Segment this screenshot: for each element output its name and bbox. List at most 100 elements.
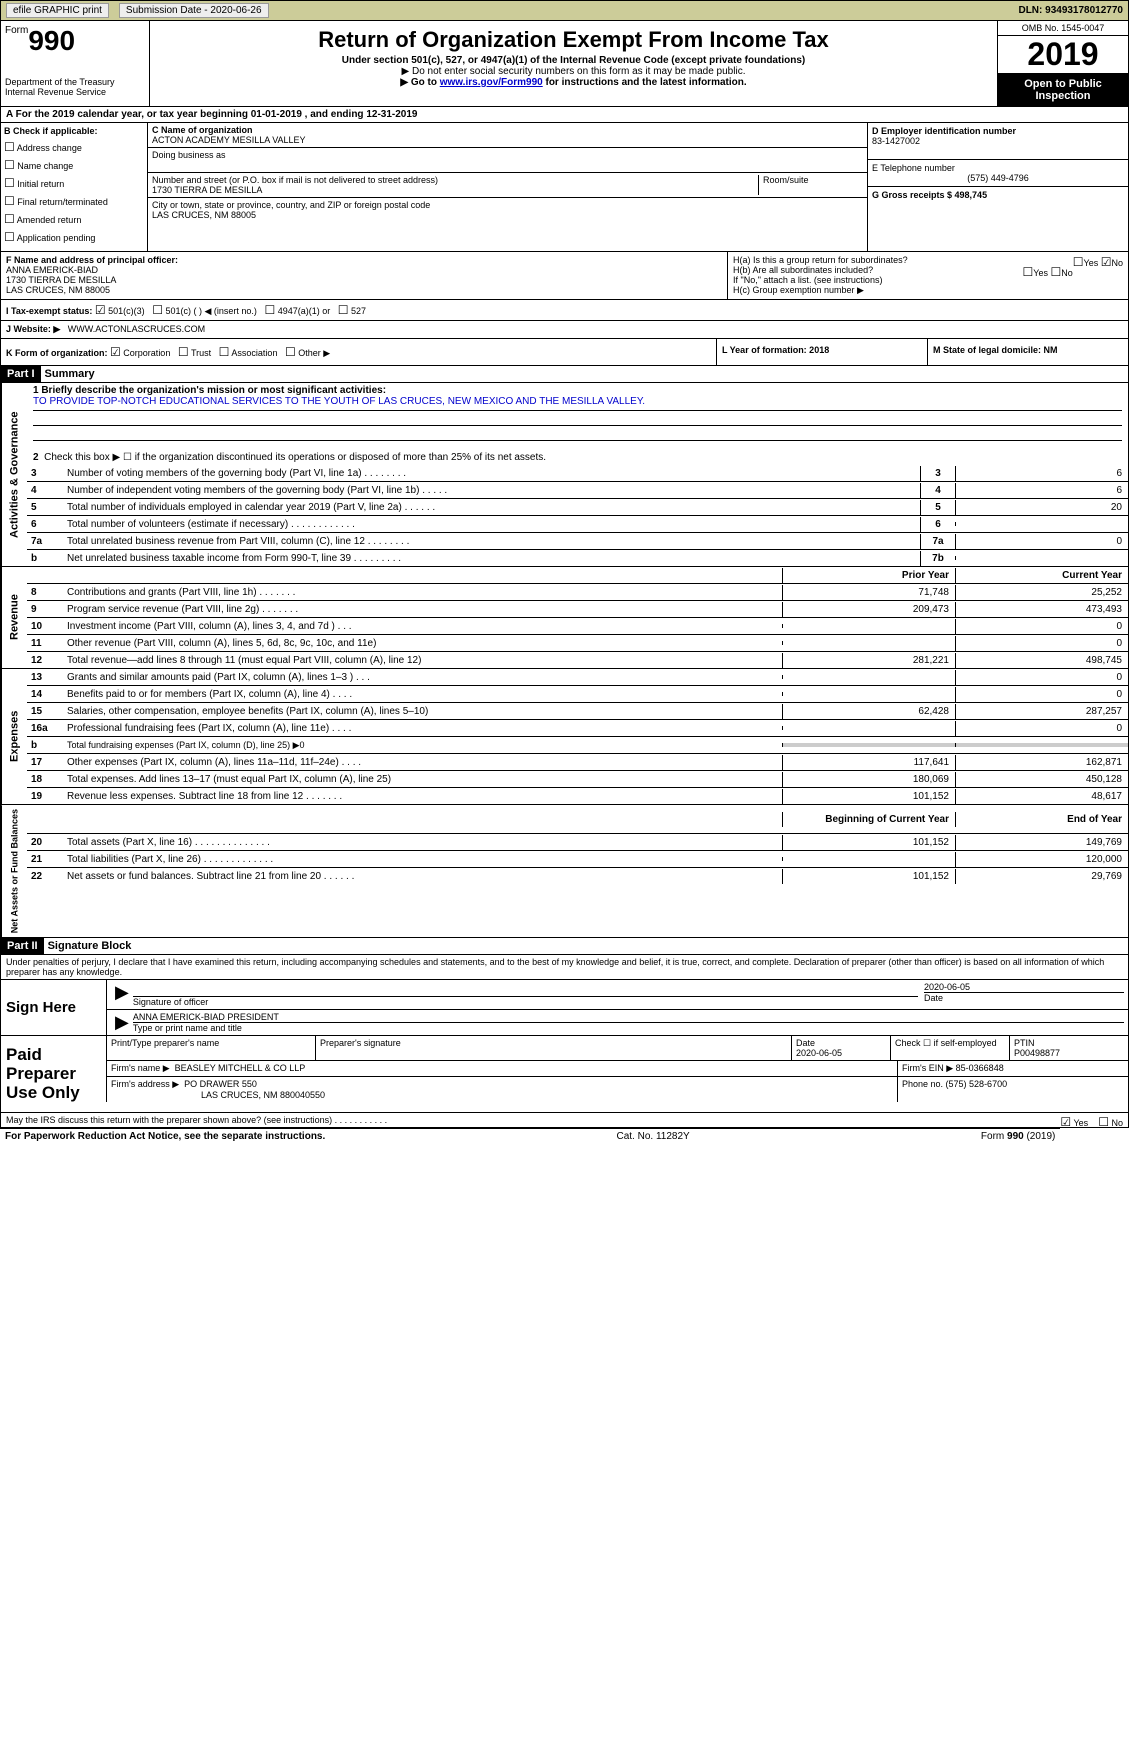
ein-cell: D Employer identification number 83-1427… [868,123,1128,160]
part2-header: Part II [1,938,44,954]
summary-line: 9Program service revenue (Part VIII, lin… [27,601,1128,618]
summary-line: bNet unrelated business taxable income f… [27,550,1128,566]
dba-row: Doing business as [148,148,867,173]
org-name: ACTON ACADEMY MESILLA VALLEY [152,135,863,145]
summary-line: 10Investment income (Part VIII, column (… [27,618,1128,635]
summary-line: 12Total revenue—add lines 8 through 11 (… [27,652,1128,668]
summary-line: 11Other revenue (Part VIII, column (A), … [27,635,1128,652]
summary-line: 6Total number of volunteers (estimate if… [27,516,1128,533]
officer-name-title: ANNA EMERICK-BIAD PRESIDENT [133,1012,1124,1023]
summary-line: 4Number of independent voting members of… [27,482,1128,499]
ein-value: 83-1427002 [872,136,1124,146]
cb-name-change[interactable]: Name change [4,158,144,172]
arrow-icon: ▶ [111,982,133,1007]
h-b: H(b) Are all subordinates included? Yes … [733,265,1123,275]
dept-treasury: Department of the Treasury [5,77,145,87]
firm-addr1: PO DRAWER 550 [184,1079,257,1089]
cb-501c[interactable] [152,306,163,316]
cb-4947[interactable] [264,306,275,316]
date-label: Date [924,993,1124,1003]
ptin-value: P00498877 [1014,1048,1124,1058]
form-subtitle: Under section 501(c), 527, or 4947(a)(1)… [154,55,993,66]
part2-header-row: Part II Signature Block [0,938,1129,955]
omb-number: OMB No. 1545-0047 [998,21,1128,36]
dln: DLN: 93493178012770 [1018,5,1123,16]
h-c: H(c) Group exemption number ▶ [733,285,1123,296]
cb-corp[interactable] [110,348,121,358]
phone-cell: E Telephone number (575) 449-4796 [868,160,1128,187]
form-of-org: K Form of organization: Corporation Trus… [1,339,716,365]
b-label: B Check if applicable: [4,126,144,136]
group-return: H(a) Is this a group return for subordin… [728,252,1128,299]
prior-current-header: Prior Year Current Year [27,567,1128,584]
efile-button[interactable]: efile GRAPHIC print [6,3,109,18]
summary-line: 13Grants and similar amounts paid (Part … [27,669,1128,686]
sign-here-block: Sign Here ▶ Signature of officer 2020-06… [0,980,1129,1036]
cb-initial-return[interactable]: Initial return [4,176,144,190]
irs-link[interactable]: www.irs.gov/Form990 [440,77,543,88]
submission-date: Submission Date - 2020-06-26 [119,3,269,18]
summary-line: 5Total number of individuals employed in… [27,499,1128,516]
side-revenue: Revenue [1,567,27,668]
perjury-statement: Under penalties of perjury, I declare th… [0,955,1129,980]
side-net-assets: Net Assets or Fund Balances [1,805,27,937]
side-governance: Activities & Governance [1,383,27,566]
note-ssn: ▶ Do not enter social security numbers o… [154,66,993,77]
cb-527[interactable] [338,306,349,316]
part1-header-row: Part I Summary [0,366,1129,383]
revenue-section: Revenue Prior Year Current Year 8Contrib… [0,567,1129,669]
summary-line: 22Net assets or fund balances. Subtract … [27,868,1128,884]
address-row: Number and street (or P.O. box if mail i… [148,173,867,198]
cb-final-return[interactable]: Final return/terminated [4,194,144,208]
phone-value: (575) 449-4796 [872,173,1124,183]
state-domicile: M State of legal domicile: NM [927,339,1128,365]
discuss-row: May the IRS discuss this return with the… [0,1113,1129,1128]
summary-line: 19Revenue less expenses. Subtract line 1… [27,788,1128,804]
header-right: OMB No. 1545-0047 2019 Open to Public In… [997,21,1128,106]
line-a: A For the 2019 calendar year, or tax yea… [0,107,1129,123]
top-bar: efile GRAPHIC print Submission Date - 20… [0,0,1129,21]
cb-trust[interactable] [178,348,189,358]
summary-line: 3Number of voting members of the governi… [27,465,1128,482]
mission-text: TO PROVIDE TOP-NOTCH EDUCATIONAL SERVICE… [33,396,1122,411]
cb-other[interactable] [285,348,296,358]
check-self-employed[interactable]: Check ☐ if self-employed [891,1036,1010,1060]
cb-pending[interactable]: Application pending [4,230,144,244]
begin-end-header: Beginning of Current Year End of Year [27,805,1128,834]
firm-name: BEASLEY MITCHELL & CO LLP [175,1063,306,1073]
city-row: City or town, state or province, country… [148,198,867,222]
cb-discuss-no[interactable] [1098,1118,1109,1128]
row-i: I Tax-exempt status: 501(c)(3) 501(c) ( … [0,300,1129,321]
tax-year: 2019 [998,36,1128,74]
part1-header: Part I [1,366,41,382]
cb-discuss-yes[interactable] [1060,1118,1071,1128]
part1-title: Summary [41,366,99,382]
row-k-l-m: K Form of organization: Corporation Trus… [0,339,1129,366]
cb-assoc[interactable] [219,348,230,358]
open-to-public: Open to Public Inspection [998,74,1128,106]
cb-amended[interactable]: Amended return [4,212,144,226]
summary-line: 15Salaries, other compensation, employee… [27,703,1128,720]
cb-501c3[interactable] [95,306,106,316]
footer-mid: Cat. No. 11282Y [616,1131,689,1142]
cb-address-change[interactable]: Address change [4,140,144,154]
form-header: Form990 Department of the Treasury Inter… [0,21,1129,107]
gross-receipts: G Gross receipts $ 498,745 [868,187,1128,203]
form-number: 990 [28,25,75,56]
summary-line: 20Total assets (Part X, line 16) . . . .… [27,834,1128,851]
row-j: J Website: ▶ WWW.ACTONLASCRUCES.COM [0,321,1129,339]
org-name-row: C Name of organization ACTON ACADEMY MES… [148,123,867,148]
page-footer: For Paperwork Reduction Act Notice, see … [0,1128,1060,1144]
section-b-to-g: B Check if applicable: Address change Na… [0,123,1129,252]
summary-line: 7aTotal unrelated business revenue from … [27,533,1128,550]
room-suite: Room/suite [758,175,863,195]
form-prefix: Form [5,25,28,36]
side-expenses: Expenses [1,669,27,804]
firm-addr2: LAS CRUCES, NM 880040550 [111,1090,893,1100]
arrow-icon: ▶ [111,1012,133,1033]
mission-block: 1 Briefly describe the organization's mi… [27,383,1128,465]
firm-ein: 85-0366848 [956,1063,1004,1073]
net-assets-section: Net Assets or Fund Balances Beginning of… [0,805,1129,938]
h-a: H(a) Is this a group return for subordin… [733,255,1123,265]
firm-phone: Phone no. (575) 528-6700 [898,1077,1128,1102]
